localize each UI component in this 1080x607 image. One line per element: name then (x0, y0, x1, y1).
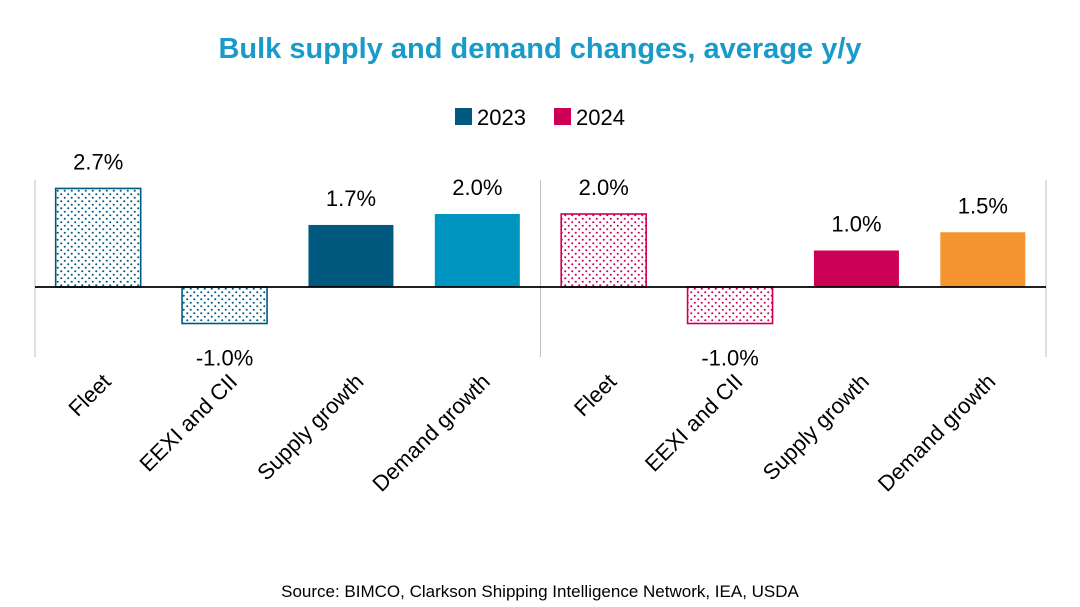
data-label-2024-supply-growth: 1.0% (831, 212, 881, 237)
bar-2024-fleet (560, 213, 647, 288)
category-label-2023-supply-growth: Supply growth (252, 369, 368, 485)
data-label-2024-fleet: 2.0% (579, 175, 629, 200)
category-label-2024-eexi-and-cii: EEXI and CII (640, 369, 748, 477)
bar-2024-supply-growth (813, 250, 899, 287)
category-label-2024-demand-growth: Demand growth (873, 369, 1001, 497)
data-label-2024-eexi-and-cii: -1.0% (701, 346, 758, 371)
bar-2023-demand-growth (434, 214, 520, 287)
legend-swatch-2024 (554, 108, 571, 125)
legend-swatch-2023 (455, 108, 472, 125)
data-labels: 2.7% -1.0% 1.7% 2.0% 2.0% -1.0% 1.0% 1.5% (73, 149, 1008, 370)
data-label-2023-demand-growth: 2.0% (452, 175, 502, 200)
category-label-2024-fleet: Fleet (569, 369, 621, 421)
category-label-2023-eexi-and-cii: EEXI and CII (134, 369, 242, 477)
bar-2024-eexi-and-cii (686, 286, 774, 325)
category-label-2023-demand-growth: Demand growth (367, 369, 495, 497)
data-label-2023-fleet: 2.7% (73, 149, 123, 174)
bar-2023-supply-growth (308, 224, 394, 287)
bars (54, 187, 1026, 325)
source-note: Source: BIMCO, Clarkson Shipping Intelli… (281, 582, 799, 601)
legend-label-2023: 2023 (477, 105, 526, 130)
bar-2024-demand-growth (940, 232, 1026, 287)
data-label-2023-supply-growth: 1.7% (326, 186, 376, 211)
data-label-2023-eexi-and-cii: -1.0% (196, 346, 253, 371)
category-label-2024-supply-growth: Supply growth (758, 369, 874, 485)
legend-label-2024: 2024 (576, 105, 625, 130)
chart-title: Bulk supply and demand changes, average … (218, 33, 861, 65)
data-label-2024-demand-growth: 1.5% (958, 193, 1008, 218)
bar-2023-fleet (54, 187, 142, 288)
group-dividers (34, 180, 1047, 357)
category-label-2023-fleet: Fleet (63, 369, 115, 421)
legend: 2023 2024 (455, 105, 625, 130)
bar-2023-eexi-and-cii (181, 286, 268, 325)
